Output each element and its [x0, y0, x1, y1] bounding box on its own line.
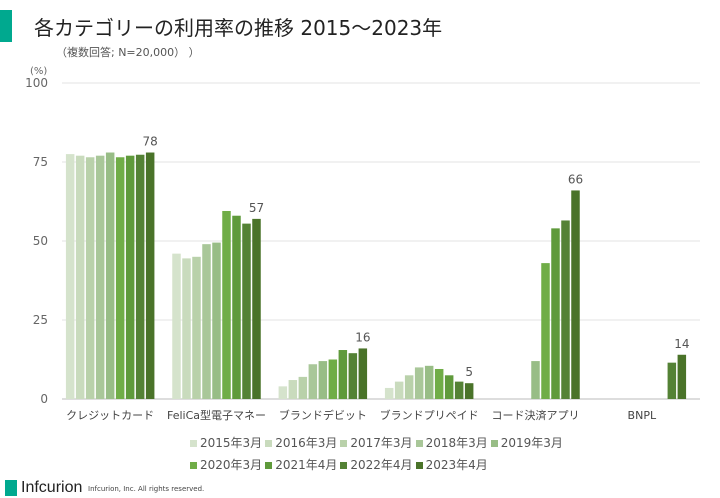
- legend-item: 2017年3月: [340, 436, 413, 450]
- bar: [434, 368, 444, 399]
- bar: [414, 367, 424, 399]
- bar: [288, 380, 298, 399]
- bar: [571, 190, 580, 399]
- bar: [677, 354, 687, 399]
- legend-item: 2015年3月: [190, 436, 262, 450]
- bar: [202, 244, 211, 399]
- logo-text: Infcurion: [21, 479, 83, 496]
- infcurion-logo: Infcurion: [5, 479, 82, 497]
- legend-swatch: [265, 440, 273, 447]
- copyright: Infcurion, Inc. All rights reserved.: [88, 485, 205, 493]
- bar: [338, 350, 348, 399]
- y-axis-label: (%): [30, 66, 47, 77]
- y-tick-label: 75: [33, 155, 48, 169]
- legend-swatch: [340, 462, 348, 469]
- bar: [242, 223, 251, 399]
- bar: [298, 376, 308, 399]
- legend-swatch: [415, 462, 423, 469]
- bar: [454, 381, 464, 399]
- bar: [192, 256, 201, 399]
- legend-label: 2018年3月: [425, 436, 488, 450]
- data-label: 5: [465, 365, 473, 379]
- subtitle: （複数回答; N=20,000） ）: [56, 46, 200, 59]
- bar: [424, 365, 434, 399]
- legend-item: 2022年4月: [340, 458, 413, 472]
- data-label: 66: [568, 172, 583, 186]
- legend: 2015年3月 2016年3月 2017年3月 2018年3月 2019年3月 2020年…: [190, 432, 570, 476]
- page-title: 各カテゴリーの利用率の推移 2015～2023年: [34, 16, 443, 40]
- bar: [541, 263, 550, 399]
- bar: [667, 362, 677, 399]
- legend-item: 2019年3月: [490, 436, 563, 450]
- bar: [105, 152, 115, 399]
- bar: [95, 155, 105, 399]
- bar: [252, 218, 261, 399]
- bar: [561, 220, 570, 399]
- bar: [551, 228, 560, 399]
- bar: [125, 155, 135, 399]
- bar: [135, 154, 145, 399]
- title-accent-bar: [0, 10, 12, 42]
- bar: [85, 157, 95, 399]
- legend-swatch: [415, 440, 423, 447]
- bar: [358, 348, 368, 399]
- bar: [394, 381, 404, 399]
- data-label: 57: [249, 201, 264, 215]
- bar: [384, 387, 394, 399]
- bar: [531, 361, 540, 399]
- y-tick-label: 50: [33, 234, 48, 248]
- bar-chart: 0 25 50 75 100(%) 78 クレジットカード 57 FeliCa型電子マネー 16 ブ…: [25, 66, 700, 422]
- bar: [145, 152, 155, 399]
- legend-label: 2021年4月: [275, 458, 338, 472]
- x-tick-label: ブランドプリペイド: [380, 408, 479, 422]
- logo-mark: [5, 480, 17, 496]
- data-label: 78: [143, 135, 158, 149]
- bar: [328, 359, 338, 399]
- bar: [172, 253, 181, 399]
- bar: [65, 154, 75, 399]
- bar: [115, 157, 125, 399]
- bar: [318, 361, 328, 399]
- legend-label: 2020年3月: [200, 458, 263, 472]
- legend-swatch: [190, 440, 197, 447]
- legend-swatch: [490, 440, 498, 447]
- legend-swatch: [265, 462, 273, 469]
- x-tick-label: FeliCa型電子マネー: [167, 408, 266, 422]
- legend-item: 2018年3月: [415, 436, 488, 450]
- legend-item: 2023年4月: [415, 458, 488, 472]
- bar: [348, 353, 358, 399]
- legend-item: 2016年3月: [265, 436, 337, 450]
- bar: [212, 242, 221, 399]
- legend-label: 2019年3月: [500, 436, 563, 450]
- y-tick-label: 100: [25, 76, 48, 90]
- legend-label: 2017年3月: [350, 436, 413, 450]
- legend-swatch: [340, 440, 348, 447]
- bar: [444, 375, 454, 399]
- x-tick-label: コード決済アプリ: [492, 408, 580, 422]
- data-label: 16: [355, 330, 370, 344]
- legend-item: 2021年4月: [265, 458, 337, 472]
- legend-label: 2023年4月: [425, 458, 488, 472]
- y-tick-label: 25: [33, 313, 48, 327]
- bar: [308, 364, 318, 399]
- data-label: 14: [674, 337, 689, 351]
- x-tick-label: BNPL: [628, 409, 657, 422]
- x-tick-label: クレジットカード: [66, 409, 154, 422]
- legend-item: 2020年3月: [190, 458, 262, 472]
- bar: [75, 155, 85, 399]
- bar: [232, 215, 241, 399]
- legend-label: 2016年3月: [275, 436, 338, 450]
- y-tick-label: 0: [40, 392, 48, 406]
- x-tick-label: ブランドデビット: [279, 408, 367, 422]
- bar: [222, 210, 231, 399]
- legend-swatch: [190, 462, 197, 469]
- bar: [278, 386, 288, 399]
- bar: [464, 383, 474, 399]
- legend-label: 2015年3月: [200, 436, 263, 450]
- legend-label: 2022年4月: [350, 458, 413, 472]
- bar: [404, 375, 414, 399]
- bar: [182, 258, 191, 399]
